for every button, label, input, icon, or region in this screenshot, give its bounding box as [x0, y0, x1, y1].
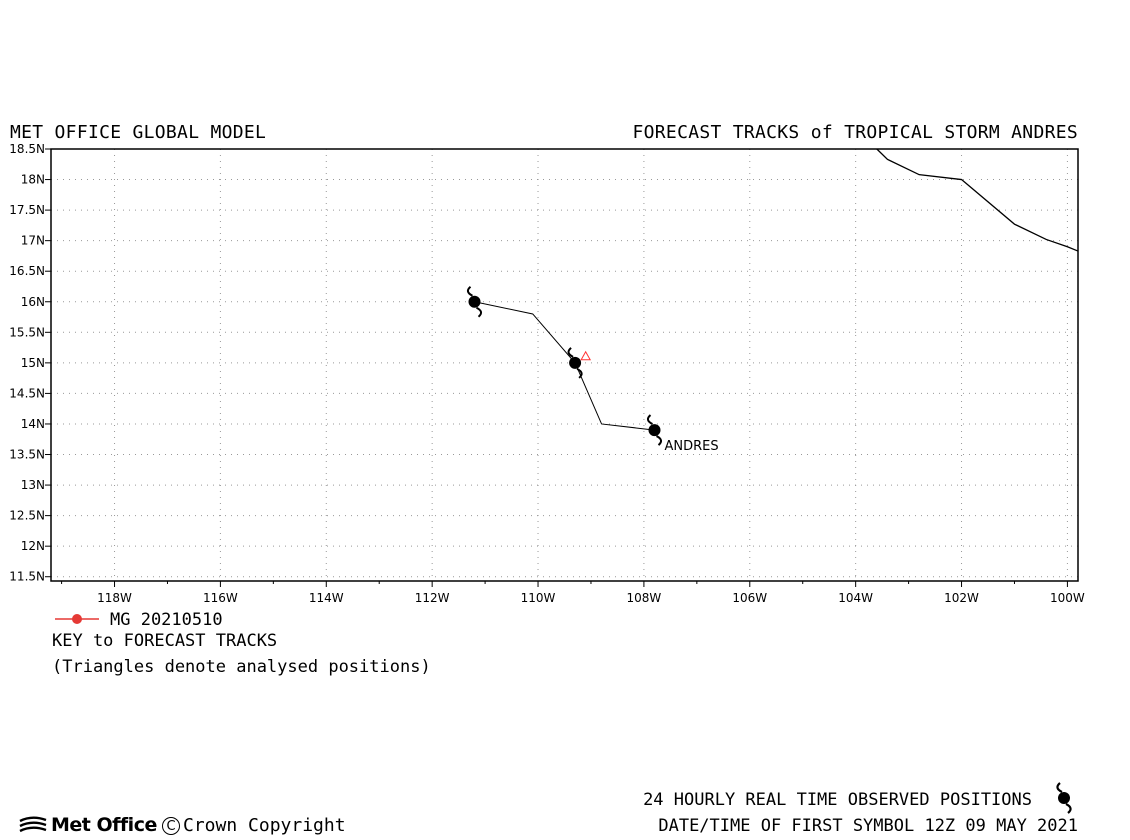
copyright-notice: C Crown Copyright	[162, 815, 346, 836]
model-title: MET OFFICE GLOBAL MODEL	[10, 122, 267, 143]
y-tick-label: 18.5N	[9, 142, 45, 156]
storm-symbol-arm	[567, 347, 574, 358]
storm-symbol-eye	[569, 356, 582, 369]
y-tick-label: 17.5N	[9, 203, 45, 217]
x-tick-label: 104W	[838, 591, 873, 605]
legend-track-marker	[55, 614, 99, 624]
chart-title: FORECAST TRACKS of TROPICAL STORM ANDRES	[632, 122, 1078, 143]
x-tick-label: 118W	[97, 591, 132, 605]
coastline-layer	[876, 148, 1079, 252]
storm-name-label: ANDRES	[664, 439, 718, 454]
observed-track-line	[474, 301, 655, 431]
y-tick-label: 13.5N	[9, 448, 45, 462]
met-office-logo-icon	[19, 816, 47, 833]
legend-note: (Triangles denote analysed positions)	[52, 657, 431, 677]
legend-run-label: MG 20210510	[110, 610, 223, 630]
x-tick-label: 112W	[415, 591, 450, 605]
storm-symbol	[466, 285, 483, 318]
storm-symbol-arm	[576, 367, 583, 379]
x-tick-label: 114W	[309, 591, 344, 605]
y-tick-label: 15.5N	[9, 325, 45, 339]
storm-symbol-arm	[656, 435, 663, 446]
copyright-text: Crown Copyright	[183, 815, 346, 836]
y-tick-label: 12N	[21, 539, 45, 553]
y-tick-label: 17N	[21, 234, 45, 248]
x-tick-label: 100W	[1050, 591, 1085, 605]
x-tick-label: 106W	[732, 591, 767, 605]
y-tick-label: 16N	[21, 295, 45, 309]
storm-symbol-arm	[476, 306, 483, 318]
x-tick-label: 116W	[203, 591, 238, 605]
x-tick-label: 102W	[944, 591, 979, 605]
tick-label-layer: 118W 116W 114W 112W 110W 108W 106W 104W 102W 100W…	[9, 142, 1085, 605]
storm-symbol	[646, 414, 663, 446]
observed-positions-text: 24 HOURLY REAL TIME OBSERVED POSITIONS	[643, 790, 1032, 810]
first-symbol-date-text: DATE/TIME OF FIRST SYMBOL 12Z 09 MAY 202…	[658, 816, 1078, 836]
y-tick-label: 12.5N	[9, 509, 45, 523]
x-tick-label: 110W	[521, 591, 556, 605]
hurricane-symbol-icon	[1056, 782, 1072, 814]
y-tick-label: 14N	[21, 417, 45, 431]
storm-symbol-arm	[646, 414, 653, 425]
y-tick-label: 18N	[21, 173, 45, 187]
met-office-logo: Met Office	[18, 814, 157, 836]
y-tick-label: 16.5N	[9, 264, 45, 278]
y-tick-label: 15N	[21, 356, 45, 370]
analysed-position-triangle	[580, 350, 592, 361]
y-tick-label: 11.5N	[9, 570, 45, 584]
y-tick-label: 13N	[21, 478, 45, 492]
storm-symbol	[567, 347, 583, 379]
grid-layer	[51, 148, 1078, 581]
coastline	[876, 148, 1079, 252]
x-tick-label: 108W	[627, 591, 662, 605]
storm-symbol-arm	[466, 285, 473, 297]
storm-symbol-eye	[468, 295, 481, 308]
storm-symbol-eye	[648, 424, 661, 437]
y-tick-label: 14.5N	[9, 386, 45, 400]
track-layer	[474, 301, 655, 431]
met-office-logo-text: Met Office	[51, 814, 157, 836]
storm-symbol-layer	[466, 285, 663, 446]
legend-key-title: KEY to FORECAST TRACKS	[52, 631, 278, 651]
plot-frame	[50, 148, 1079, 582]
copyright-icon: C	[162, 816, 180, 835]
